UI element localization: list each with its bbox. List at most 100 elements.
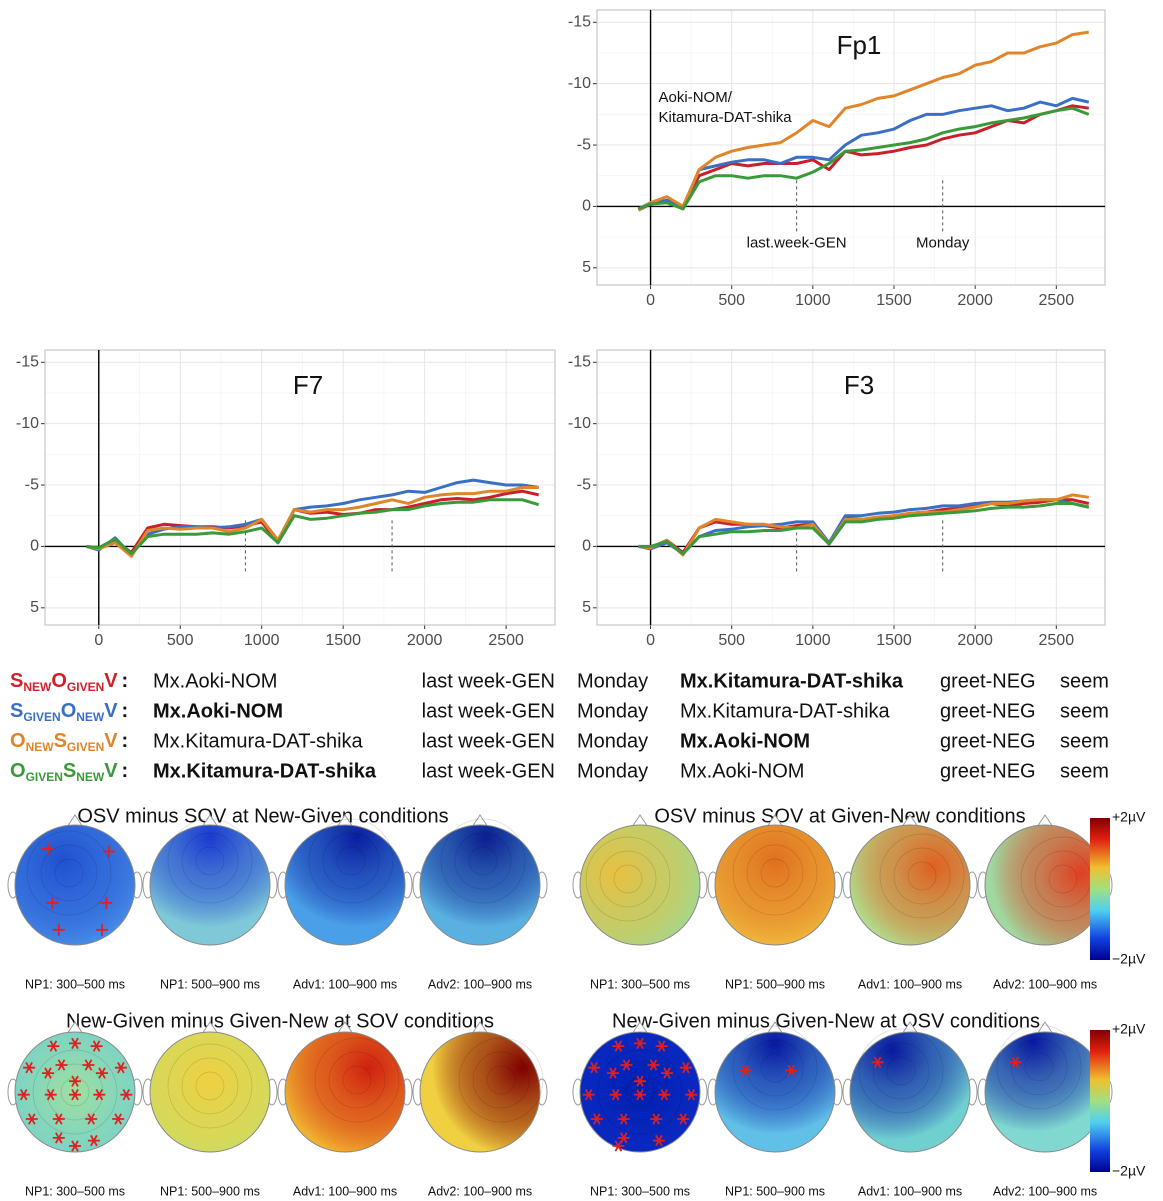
topomap-caption: NP1: 500–900 ms (160, 977, 260, 991)
significance-marker (46, 896, 59, 909)
head-nose (336, 1021, 354, 1035)
topomap-title: New-Given minus Given-New at OSV conditi… (612, 1010, 1040, 1032)
topomap-caption: Adv1: 100–900 ms (858, 1184, 962, 1198)
contour (746, 844, 804, 902)
y-tick-label: -10 (16, 415, 39, 432)
topomap-caption: NP1: 300–500 ms (590, 977, 690, 991)
significance-marker (652, 1134, 665, 1147)
significance-marker (609, 1089, 622, 1101)
contour (599, 850, 657, 908)
condition-label: ONEW​SGIVEN​V: (10, 730, 128, 754)
significance-marker (100, 896, 113, 909)
contour (181, 832, 239, 890)
head-nose (766, 814, 784, 828)
significance-marker (634, 1037, 646, 1050)
chart-title: F3 (844, 370, 874, 400)
significance-marker (96, 1067, 108, 1079)
plot-panel (45, 350, 555, 625)
topomap-title: OSV minus SOV at Given-New conditions (654, 805, 1025, 827)
head-map-overlay (149, 1031, 271, 1153)
head-map-overlay (579, 824, 701, 946)
condition-label: OGIVEN​SNEW​V: (10, 760, 128, 784)
label-letter: S (10, 700, 23, 722)
head-nose (631, 1021, 649, 1035)
head-map-overlay (14, 824, 136, 946)
head-map-overlay (714, 1031, 836, 1153)
sentence-word: seem (1060, 670, 1109, 692)
sentence-word: greet-NEG (940, 730, 1036, 752)
colorbar (1090, 818, 1110, 960)
contour (46, 1063, 104, 1121)
contour (732, 1025, 818, 1111)
separator: : (122, 670, 129, 692)
sentence-word: last week-GEN (422, 670, 555, 692)
significance-marker (607, 1067, 619, 1079)
chart-title: F7 (293, 370, 323, 400)
x-tick-label: 2500 (488, 632, 524, 649)
head-map-overlay (984, 824, 1106, 946)
contour (440, 818, 526, 904)
label-letter: S (54, 730, 67, 752)
significance-marker (658, 1089, 671, 1101)
significance-marker (112, 1113, 125, 1125)
y-tick-label: -15 (16, 353, 39, 370)
sentence-word: greet-NEG (940, 670, 1036, 692)
contour (336, 846, 366, 876)
data-line (637, 96, 1090, 211)
label-subscript: NEW (76, 770, 105, 784)
chart-title: Fp1 (837, 30, 882, 60)
sentence-word: Mx.Kitamura-DAT-shika (680, 700, 891, 722)
y-tick-label: 0 (582, 538, 591, 555)
x-tick-label: 1000 (795, 632, 831, 649)
sentence-word: seem (1060, 730, 1109, 752)
significance-marker (612, 1040, 625, 1052)
contour (458, 1037, 544, 1123)
head-map-overlay (984, 1031, 1106, 1153)
label-subscript: GIVEN (26, 770, 63, 784)
topomap-caption: NP1: 500–900 ms (725, 1184, 825, 1198)
sentence-word: last week-GEN (422, 760, 555, 782)
head-map-overlay (579, 1031, 701, 1153)
significance-marker (634, 1075, 646, 1087)
significance-marker (69, 1089, 81, 1101)
head-map-overlay (14, 1031, 136, 1153)
head-nose (631, 814, 649, 828)
sentence-word: Monday (577, 700, 648, 722)
contour (486, 1065, 516, 1095)
sentence-word: Monday (577, 670, 648, 692)
data-line (637, 30, 1090, 212)
significance-marker (52, 923, 65, 936)
y-tick-label: -10 (568, 415, 591, 432)
colorbar-max: +2µV (1112, 809, 1146, 825)
topomap-caption: Adv2: 100–900 ms (993, 1184, 1097, 1198)
contour (858, 1028, 944, 1114)
x-tick-label: 2000 (407, 632, 443, 649)
plot-panel (597, 350, 1105, 625)
significance-marker (42, 842, 54, 855)
head-nose (471, 814, 489, 828)
x-tick-label: 0 (646, 632, 655, 649)
x-tick-label: 2000 (957, 632, 993, 649)
significance-marker (620, 1059, 633, 1071)
significance-marker (785, 1064, 798, 1077)
head-nose (201, 814, 219, 828)
y-tick-label: -5 (25, 476, 39, 493)
contour (760, 858, 790, 888)
annotation: Kitamura-DAT-shika (659, 109, 793, 126)
significance-marker (634, 1089, 646, 1101)
contour (907, 861, 937, 891)
sentence-word: Mx.Aoki-NOM (153, 700, 283, 722)
y-tick-label: 5 (582, 259, 591, 276)
contour (613, 864, 643, 894)
contour (40, 844, 98, 902)
significance-marker (44, 1089, 57, 1101)
plot-border (44, 349, 556, 626)
colorbar-min: −2µV (1112, 1163, 1146, 1179)
contour (585, 836, 671, 922)
data-line (638, 502, 1090, 556)
y-tick-label: 5 (30, 599, 39, 616)
head-map-overlay (419, 824, 541, 946)
event-label: last.week-GEN (747, 234, 847, 251)
colorbar-min: −2µV (1112, 951, 1146, 967)
contour (472, 1051, 530, 1109)
